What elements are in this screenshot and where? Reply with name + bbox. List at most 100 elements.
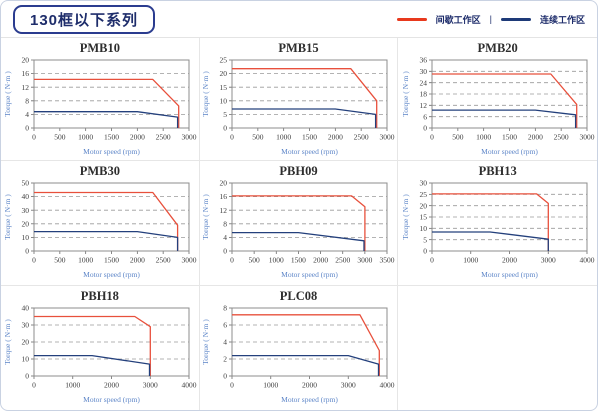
svg-text:0: 0 bbox=[231, 381, 235, 390]
svg-text:2500: 2500 bbox=[354, 133, 369, 142]
svg-text:0: 0 bbox=[231, 256, 235, 265]
svg-text:20: 20 bbox=[419, 201, 427, 210]
chart-cell-pmb10: PMB10 0 4 8 12 16 20 0 500 1000 1500 2000 2500 3000 Mo… bbox=[1, 38, 200, 161]
svg-text:0: 0 bbox=[423, 247, 427, 256]
svg-text:12: 12 bbox=[220, 206, 228, 215]
svg-text:30: 30 bbox=[419, 179, 427, 188]
svg-text:0: 0 bbox=[32, 133, 36, 142]
svg-text:Motor speed (rpm): Motor speed (rpm) bbox=[282, 395, 339, 404]
chart-cell-pbh13: PBH13 0 5 10 15 20 25 30 0 1000 2000 3000 4000 Motor … bbox=[398, 161, 597, 286]
svg-text:0: 0 bbox=[224, 247, 228, 256]
chart-cell-pmb30: PMB30 0 10 20 30 40 50 0 500 1000 1500 2000 2500 3000… bbox=[1, 161, 200, 286]
empty-cell bbox=[398, 286, 597, 410]
svg-text:1000: 1000 bbox=[78, 133, 93, 142]
svg-text:3000: 3000 bbox=[380, 133, 395, 142]
chart-cell-pbh09: PBH09 0 4 8 12 16 20 0 500 1000 1500 2000 2500 3000 35… bbox=[199, 161, 399, 286]
svg-text:Motor speed (rpm): Motor speed (rpm) bbox=[481, 270, 538, 279]
svg-text:Motor speed (rpm): Motor speed (rpm) bbox=[83, 395, 140, 404]
svg-text:Torque ( N·m ): Torque ( N·m ) bbox=[201, 194, 210, 240]
chart-title: PMB10 bbox=[79, 41, 120, 55]
svg-text:2000: 2000 bbox=[130, 256, 145, 265]
chart-plot: 0 2 4 6 8 0 1000 2000 3000 4000 Motor speed (rpm) T… bbox=[201, 304, 395, 404]
svg-text:Motor speed (rpm): Motor speed (rpm) bbox=[481, 147, 538, 156]
svg-text:500: 500 bbox=[54, 256, 66, 265]
svg-text:4: 4 bbox=[224, 233, 228, 242]
svg-text:2500: 2500 bbox=[155, 256, 170, 265]
chart-cell-plc08: PLC08 0 2 4 6 8 0 1000 2000 3000 4000 Motor speed (… bbox=[200, 286, 399, 410]
svg-text:1500: 1500 bbox=[104, 133, 119, 142]
svg-text:24: 24 bbox=[419, 78, 427, 87]
svg-text:Torque ( N·m ): Torque ( N·m ) bbox=[201, 71, 210, 117]
svg-text:8: 8 bbox=[224, 219, 228, 228]
svg-text:Torque ( N·m ): Torque ( N·m ) bbox=[201, 319, 210, 365]
svg-text:Torque ( N·m ): Torque ( N·m ) bbox=[3, 71, 12, 117]
svg-text:Torque ( N·m ): Torque ( N·m ) bbox=[401, 194, 410, 240]
svg-text:3000: 3000 bbox=[181, 256, 196, 265]
chart-cell-pmb15: PMB15 0 5 10 15 20 25 0 500 1000 1500 2000 2500 3000 M… bbox=[199, 38, 399, 161]
svg-text:1500: 1500 bbox=[291, 256, 306, 265]
svg-text:Motor speed (rpm): Motor speed (rpm) bbox=[83, 270, 140, 279]
svg-text:Torque ( N·m ): Torque ( N·m ) bbox=[3, 319, 12, 365]
svg-text:12: 12 bbox=[21, 83, 29, 92]
svg-text:500: 500 bbox=[54, 133, 66, 142]
chart-title: PMB20 bbox=[477, 41, 518, 55]
svg-text:1000: 1000 bbox=[264, 381, 279, 390]
svg-text:10: 10 bbox=[21, 233, 29, 242]
chart-plot: 0 4 8 12 16 20 0 500 1000 1500 2000 2500 3000 3500 Mot… bbox=[201, 179, 395, 279]
svg-text:500: 500 bbox=[249, 256, 261, 265]
svg-text:20: 20 bbox=[220, 69, 228, 78]
chart-plot: 0 6 12 18 24 30 36 0 500 1000 1500 2000 2500 3000 Moto… bbox=[401, 56, 595, 156]
svg-text:16: 16 bbox=[21, 69, 29, 78]
header: 130框以下系列 间歇工作区 | 连续工作区 bbox=[1, 1, 597, 38]
svg-text:40: 40 bbox=[21, 304, 29, 313]
svg-text:0: 0 bbox=[423, 124, 427, 133]
svg-text:1500: 1500 bbox=[302, 133, 317, 142]
svg-text:10: 10 bbox=[419, 224, 427, 233]
svg-text:8: 8 bbox=[25, 96, 29, 105]
svg-text:1000: 1000 bbox=[476, 133, 491, 142]
chart-title: PLC08 bbox=[279, 289, 318, 303]
svg-text:0: 0 bbox=[224, 372, 228, 381]
chart-title: PBH09 bbox=[279, 164, 318, 178]
svg-text:3000: 3000 bbox=[143, 381, 158, 390]
svg-text:15: 15 bbox=[220, 83, 228, 92]
svg-text:Torque ( N·m ): Torque ( N·m ) bbox=[3, 194, 12, 240]
svg-text:36: 36 bbox=[419, 56, 427, 65]
svg-text:2: 2 bbox=[224, 355, 228, 364]
svg-text:0: 0 bbox=[25, 247, 29, 256]
svg-text:4000: 4000 bbox=[380, 381, 395, 390]
svg-text:4: 4 bbox=[224, 338, 228, 347]
svg-text:2000: 2000 bbox=[502, 256, 517, 265]
chart-title: PMB15 bbox=[278, 41, 319, 55]
svg-text:2000: 2000 bbox=[302, 381, 317, 390]
svg-text:Motor speed (rpm): Motor speed (rpm) bbox=[282, 147, 339, 156]
svg-text:20: 20 bbox=[220, 179, 228, 188]
svg-text:0: 0 bbox=[32, 256, 36, 265]
svg-text:3000: 3000 bbox=[358, 256, 373, 265]
svg-text:3000: 3000 bbox=[341, 381, 356, 390]
svg-text:6: 6 bbox=[224, 321, 228, 330]
svg-text:0: 0 bbox=[430, 133, 434, 142]
svg-text:2500: 2500 bbox=[336, 256, 351, 265]
svg-text:0: 0 bbox=[430, 256, 434, 265]
series-title-badge: 130框以下系列 bbox=[13, 4, 156, 34]
svg-text:30: 30 bbox=[21, 321, 29, 330]
charts-grid: PMB10 0 4 8 12 16 20 0 500 1000 1500 2000 2500 3000 Mo… bbox=[1, 38, 597, 410]
chart-cell-pbh18: PBH18 0 10 20 30 40 0 1000 2000 3000 4000 Motor spe… bbox=[1, 286, 200, 410]
chart-plot: 0 5 10 15 20 25 30 0 1000 2000 3000 4000 Motor speed… bbox=[401, 179, 595, 279]
svg-text:30: 30 bbox=[21, 206, 29, 215]
svg-text:2500: 2500 bbox=[155, 133, 170, 142]
svg-text:2000: 2000 bbox=[328, 133, 343, 142]
legend: 间歇工作区 | 连续工作区 bbox=[396, 13, 585, 26]
svg-text:3000: 3000 bbox=[181, 133, 196, 142]
continuous-line-swatch bbox=[500, 17, 531, 21]
svg-text:500: 500 bbox=[253, 133, 265, 142]
svg-text:16: 16 bbox=[220, 192, 228, 201]
svg-text:20: 20 bbox=[21, 219, 29, 228]
svg-text:8: 8 bbox=[224, 304, 228, 313]
svg-text:3000: 3000 bbox=[540, 256, 555, 265]
svg-text:3000: 3000 bbox=[579, 133, 594, 142]
svg-text:4000: 4000 bbox=[579, 256, 594, 265]
